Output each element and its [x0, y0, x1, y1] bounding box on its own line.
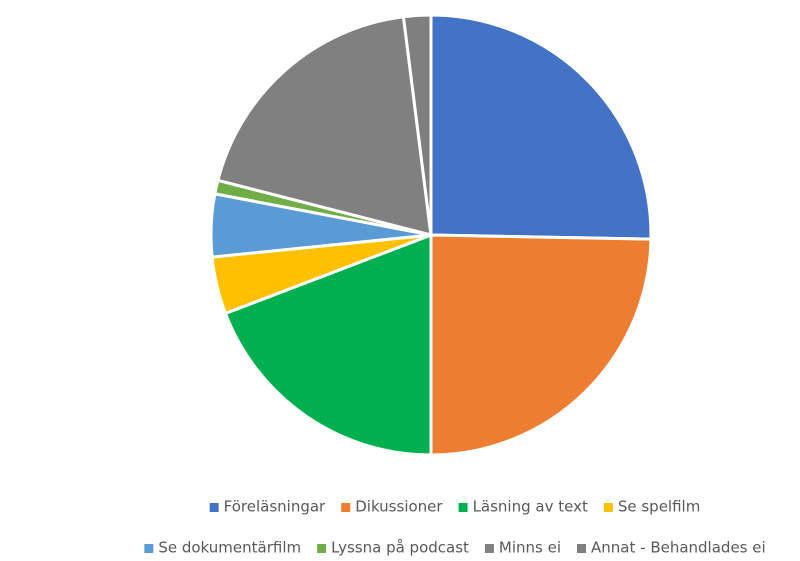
- legend-label: Se dokumentärfilm: [158, 539, 301, 557]
- legend-swatch: [144, 544, 154, 553]
- legend-swatch: [341, 503, 351, 512]
- legend-label: Se spelfilm: [618, 498, 700, 516]
- legend-label: Annat - Behandlades ei: [591, 539, 766, 557]
- pie-slice: [216, 15, 433, 238]
- pie-slice: [429, 13, 653, 241]
- legend-label: Föreläsningar: [224, 498, 326, 516]
- legend-label: Läsning av text: [473, 498, 588, 516]
- pie-slice: [429, 233, 653, 457]
- legend-swatch: [209, 503, 219, 512]
- legend-swatch: [577, 544, 587, 553]
- pie-slice: [223, 232, 433, 457]
- legend-swatch: [317, 544, 327, 553]
- legend-label: Minns ei: [499, 539, 561, 557]
- legend-label: Lyssna på podcast: [331, 539, 469, 557]
- legend-label: Dikussioner: [355, 498, 443, 516]
- pie-slice: [401, 13, 433, 236]
- legend-swatch: [603, 503, 613, 512]
- legend-swatch: [484, 544, 494, 553]
- legend-swatch: [458, 503, 468, 512]
